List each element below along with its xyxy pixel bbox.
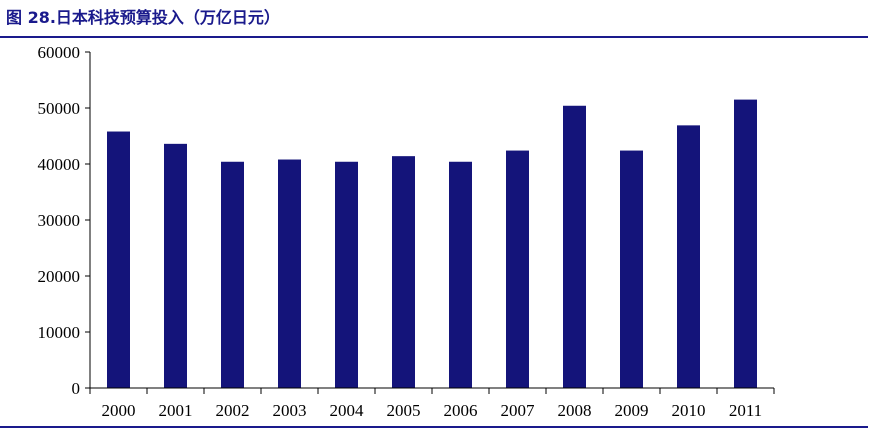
bar-2003 [278, 159, 301, 388]
bar-2008 [563, 105, 586, 388]
y-tick-label: 20000 [38, 267, 81, 286]
bar-2006 [449, 161, 472, 388]
bar-2005 [392, 156, 415, 388]
bottom-divider [0, 426, 868, 428]
x-tick-label: 2002 [216, 401, 250, 420]
x-tick-label: 2008 [558, 401, 592, 420]
bar-2001 [164, 143, 187, 388]
x-ticks-group: 2000 2001 2002 2003 2004 2005 2006 2007 2008 2009… [89, 388, 775, 420]
bar-2009 [620, 150, 643, 388]
x-tick-label: 2001 [159, 401, 193, 420]
y-tick-label: 30000 [38, 211, 81, 230]
x-tick-label: 2007 [501, 401, 536, 420]
y-tick-label: 10000 [38, 323, 81, 342]
title-divider [0, 36, 868, 38]
bar-2004 [335, 161, 358, 388]
x-tick-label: 2000 [102, 401, 136, 420]
x-tick-label: 2010 [672, 401, 706, 420]
bar-2010 [677, 125, 700, 389]
x-tick-label: 2004 [330, 401, 365, 420]
y-tick-label: 0 [72, 379, 81, 398]
bars-group [107, 99, 757, 389]
y-ticks-group: 0 10000 20000 30000 40000 50000 60000 [38, 43, 90, 398]
y-tick-label: 40000 [38, 155, 81, 174]
bar-2011 [734, 99, 757, 388]
x-tick-label: 2005 [387, 401, 421, 420]
y-tick-label: 60000 [38, 43, 81, 62]
bar-2000 [107, 131, 130, 388]
y-tick-label: 50000 [38, 99, 81, 118]
x-tick-label: 2006 [444, 401, 478, 420]
x-tick-label: 2011 [729, 401, 762, 420]
bar-2002 [221, 161, 244, 388]
bar-2007 [506, 150, 529, 388]
x-tick-label: 2003 [273, 401, 307, 420]
x-tick-label: 2009 [615, 401, 649, 420]
chart-title: 图 28.日本科技预算投入（万亿日元） [6, 8, 280, 27]
axes-group [89, 52, 774, 389]
